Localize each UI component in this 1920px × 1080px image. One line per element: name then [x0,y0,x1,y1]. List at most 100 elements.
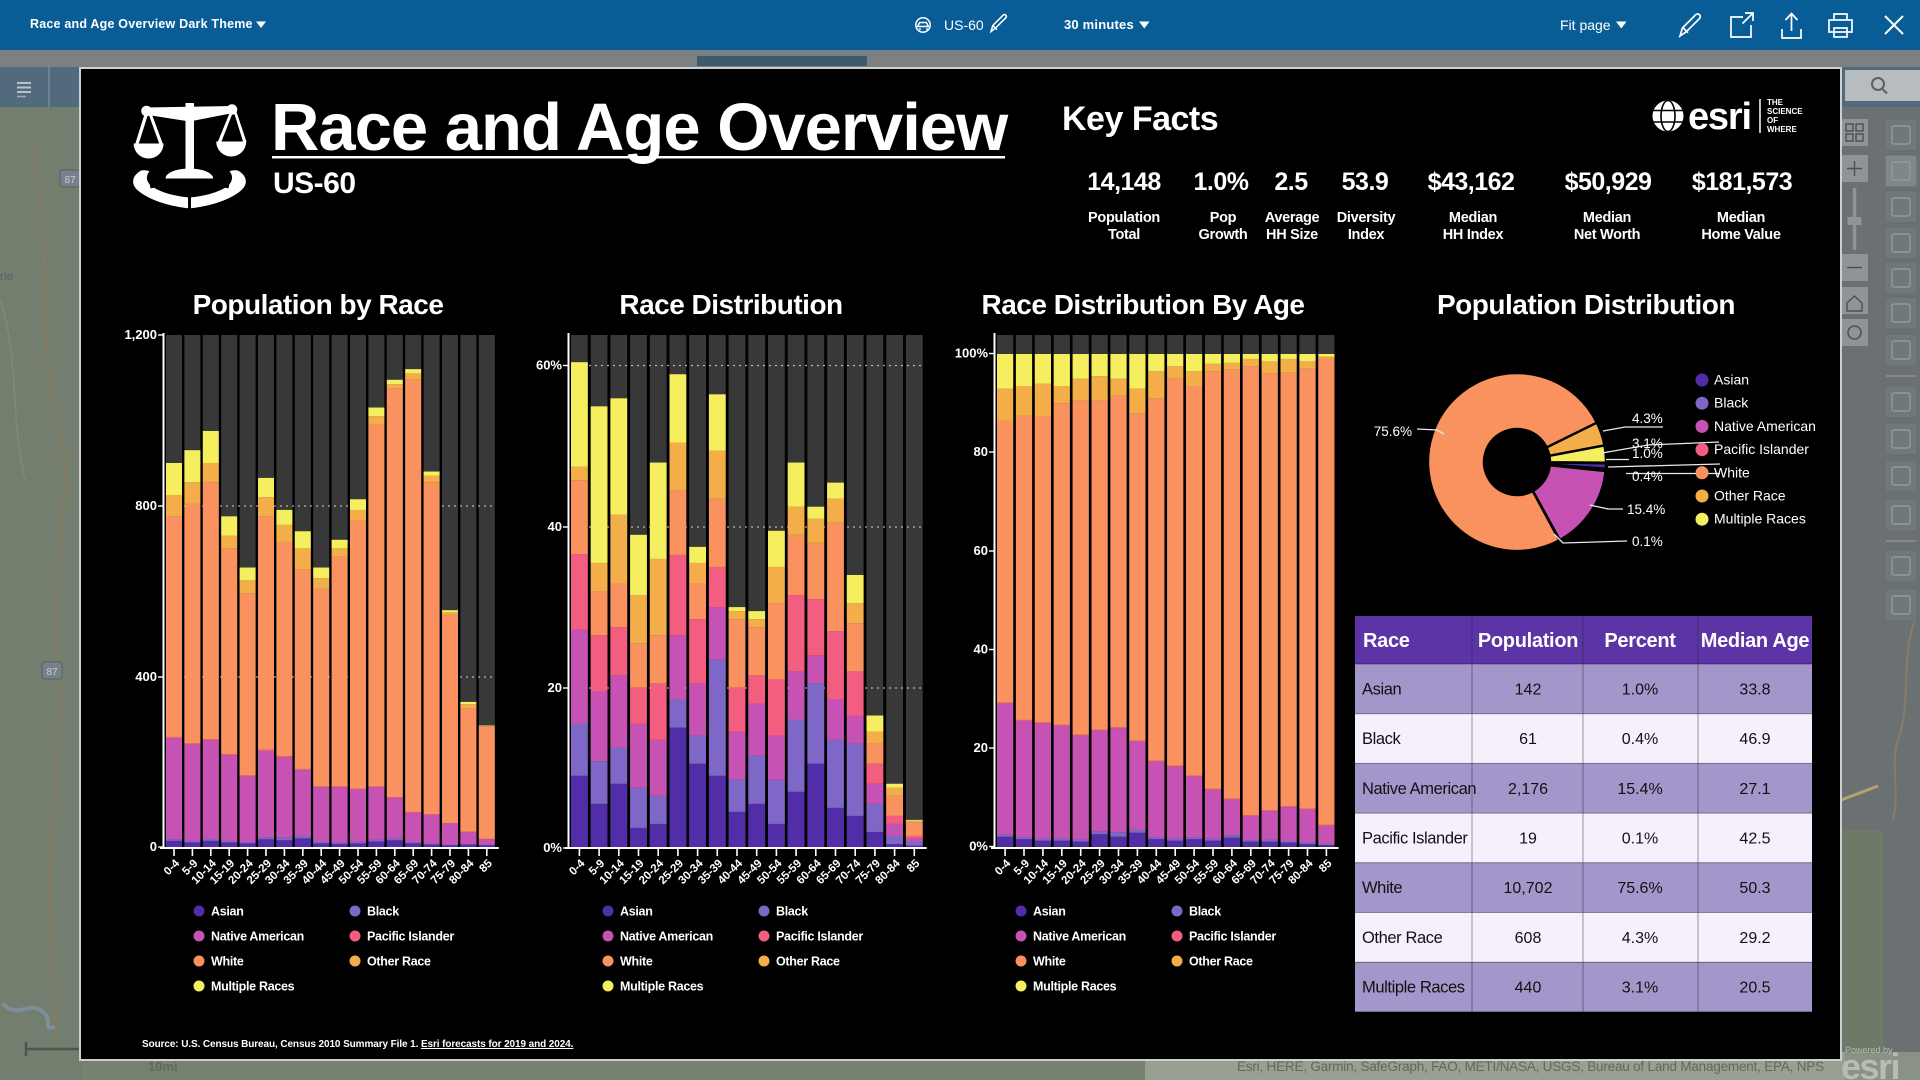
svg-text:Native American: Native American [1714,418,1816,434]
svg-text:Pacific Islander: Pacific Islander [1362,830,1468,848]
svg-text:Other Race: Other Race [367,955,431,969]
svg-text:20: 20 [974,740,988,755]
svg-text:Asian: Asian [620,905,653,919]
svg-text:1.0%: 1.0% [1622,681,1658,698]
svg-text:85: 85 [477,857,495,875]
svg-text:Race: Race [1363,630,1410,652]
svg-text:Race Distribution By Age: Race Distribution By Age [981,289,1304,320]
svg-text:Population: Population [1088,210,1160,226]
svg-text:87: 87 [64,175,76,186]
svg-text:Other Race: Other Race [776,955,840,969]
svg-text:75.6%: 75.6% [1374,424,1412,439]
svg-text:1.0%: 1.0% [1632,446,1663,461]
svg-text:14,148: 14,148 [1087,168,1161,196]
svg-text:85: 85 [905,857,923,875]
svg-text:0-4: 0-4 [567,857,588,878]
svg-text:85: 85 [1317,857,1335,875]
svg-text:Pacific Islander: Pacific Islander [1714,441,1809,457]
svg-text:Source: U.S. Census Bureau, Ce: Source: U.S. Census Bureau, Census 2010 … [142,1039,574,1050]
svg-text:Index: Index [1348,227,1385,243]
svg-text:0.1%: 0.1% [1632,534,1663,549]
svg-text:0-4: 0-4 [162,857,183,878]
svg-text:Pacific Islander: Pacific Islander [776,930,863,944]
svg-text:Median Age: Median Age [1701,630,1810,652]
svg-text:42.5: 42.5 [1739,831,1770,848]
svg-text:Black: Black [1189,905,1221,919]
svg-text:80: 80 [974,444,988,459]
svg-text:OF: OF [1767,116,1778,125]
svg-text:2.5: 2.5 [1274,168,1308,196]
svg-text:Powered by: Powered by [1845,1045,1893,1055]
svg-text:15.4%: 15.4% [1627,502,1665,517]
svg-text:Black: Black [1714,395,1749,411]
svg-text:800: 800 [135,498,157,513]
svg-text:Asian: Asian [1033,905,1066,919]
svg-text:Key Facts: Key Facts [1062,100,1218,138]
svg-text:Median: Median [1583,210,1631,226]
svg-text:Esri, HERE, Garmin, SafeGraph,: Esri, HERE, Garmin, SafeGraph, FAO, METI… [1237,1059,1824,1074]
svg-text:0.1%: 0.1% [1622,831,1658,848]
svg-text:Black: Black [776,905,808,919]
svg-text:33.8: 33.8 [1739,681,1770,698]
svg-text:20: 20 [548,680,562,695]
svg-text:Growth: Growth [1199,227,1248,243]
svg-text:White: White [620,955,653,969]
svg-text:4.3%: 4.3% [1632,411,1663,426]
svg-text:Native American: Native American [1362,780,1476,798]
svg-text:Other Race: Other Race [1362,929,1443,947]
svg-text:Population: Population [1478,630,1578,652]
svg-text:$43,162: $43,162 [1428,168,1515,196]
svg-text:15.4%: 15.4% [1617,781,1662,798]
svg-text:Multiple Races: Multiple Races [620,980,704,994]
svg-text:Median: Median [1449,210,1497,226]
svg-text:75.6%: 75.6% [1617,880,1662,897]
svg-text:60: 60 [974,543,988,558]
svg-text:0%: 0% [543,840,562,855]
svg-text:Percent: Percent [1604,630,1676,652]
svg-text:WHERE: WHERE [1767,125,1797,134]
svg-text:61: 61 [1519,731,1537,748]
svg-text:Multiple Races: Multiple Races [211,980,295,994]
svg-text:Median: Median [1717,210,1765,226]
svg-text:10mi: 10mi [148,1059,178,1074]
svg-text:Native American: Native American [1033,930,1126,944]
svg-text:$50,929: $50,929 [1565,168,1652,196]
svg-text:0.4%: 0.4% [1622,731,1658,748]
svg-text:Diversity: Diversity [1337,210,1396,226]
svg-text:HH Index: HH Index [1443,227,1504,243]
svg-text:THE: THE [1767,98,1784,107]
svg-text:50.3: 50.3 [1739,880,1770,897]
svg-text:Population Distribution: Population Distribution [1437,289,1735,320]
svg-text:esri: esri [1841,1046,1899,1080]
svg-text:Asian: Asian [211,905,244,919]
svg-text:Total: Total [1108,227,1140,243]
svg-text:40: 40 [974,642,988,657]
svg-text:0: 0 [150,839,157,854]
svg-text:Pacific Islander: Pacific Islander [1189,930,1276,944]
svg-text:SCIENCE: SCIENCE [1767,107,1803,116]
svg-text:Black: Black [367,905,399,919]
svg-text:Asian: Asian [1714,372,1749,388]
svg-text:40: 40 [548,519,562,534]
svg-text:0.4%: 0.4% [1632,469,1663,484]
svg-text:27.1: 27.1 [1739,781,1770,798]
svg-text:3.1%: 3.1% [1622,980,1658,997]
svg-text:Asian: Asian [1362,680,1401,698]
svg-text:19: 19 [1519,831,1537,848]
svg-text:Pop: Pop [1210,210,1237,226]
svg-text:US-60: US-60 [273,167,356,200]
svg-text:Average: Average [1265,210,1320,226]
svg-text:White: White [1714,464,1750,480]
svg-text:Race and Age Overview: Race and Age Overview [271,90,1009,165]
svg-text:400: 400 [135,669,157,684]
svg-text:Home Value: Home Value [1701,227,1780,243]
svg-text:HH Size: HH Size [1266,227,1318,243]
svg-text:Other Race: Other Race [1714,488,1786,504]
svg-text:2,176: 2,176 [1508,781,1548,798]
svg-text:608: 608 [1515,930,1542,947]
svg-text:Population by Race: Population by Race [193,289,444,320]
svg-text:Native American: Native American [620,930,713,944]
svg-text:46.9: 46.9 [1739,731,1770,748]
svg-text:White: White [1362,879,1402,897]
svg-text:Multiple Races: Multiple Races [1714,511,1806,527]
